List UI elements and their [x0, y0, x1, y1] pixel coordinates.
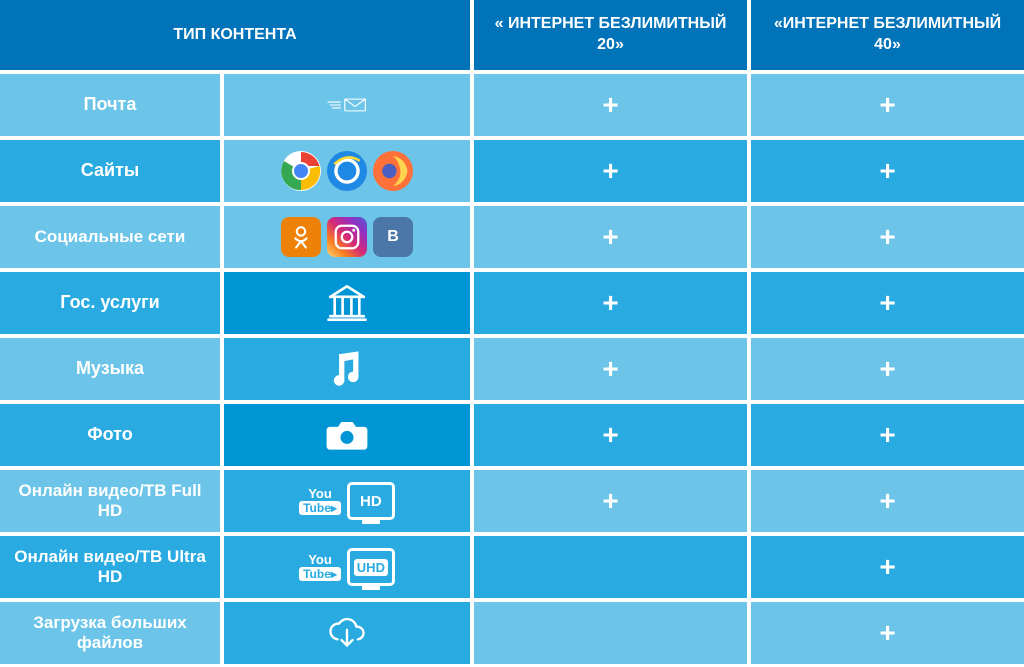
table-row: Почта ++	[0, 70, 1024, 136]
row-icon-cell	[220, 334, 470, 400]
row-label: Почта	[0, 70, 220, 136]
table-row: Фото ++	[0, 400, 1024, 466]
row-icon-cell	[220, 400, 470, 466]
row-icon-cell	[220, 70, 470, 136]
table-row: Онлайн видео/ТВ Full HD YouTube▸ HD ++	[0, 466, 1024, 532]
row-icon-cell	[220, 136, 470, 202]
row-label: Фото	[0, 400, 220, 466]
plan20-cell: +	[470, 334, 747, 400]
plan40-cell: +	[747, 598, 1024, 664]
table-row: Загрузка больших файлов +	[0, 598, 1024, 664]
row-label: Социальные сети	[0, 202, 220, 268]
row-label: Онлайн видео/ТВ Ultra HD	[0, 532, 220, 598]
gov-building-icon	[325, 281, 369, 325]
camera-icon	[325, 413, 369, 457]
table-row: Сайты ++	[0, 136, 1024, 202]
row-label: Гос. услуги	[0, 268, 220, 334]
header-plan-40: «ИНТЕРНЕТ БЕЗЛИМИТНЫЙ 40»	[747, 0, 1024, 70]
ie-icon	[327, 151, 367, 191]
plan20-cell: +	[470, 466, 747, 532]
ok-icon	[281, 217, 321, 257]
plan20-cell: +	[470, 400, 747, 466]
row-icon-cell	[220, 268, 470, 334]
youtube-icon: YouTube▸	[299, 487, 341, 515]
tv-uhd-icon: UHD	[347, 548, 395, 586]
plan40-cell: +	[747, 400, 1024, 466]
row-label: Музыка	[0, 334, 220, 400]
tv-hd-icon: HD	[347, 482, 395, 520]
plan40-cell: +	[747, 268, 1024, 334]
plan20-cell: +	[470, 70, 747, 136]
row-label: Онлайн видео/ТВ Full HD	[0, 466, 220, 532]
table-header-row: ТИП КОНТЕНТА « ИНТЕРНЕТ БЕЗЛИМИТНЫЙ 20» …	[0, 0, 1024, 70]
plan40-cell: +	[747, 334, 1024, 400]
table-row: Социальные сети В ++	[0, 202, 1024, 268]
plan20-cell: +	[470, 136, 747, 202]
header-plan-20: « ИНТЕРНЕТ БЕЗЛИМИТНЫЙ 20»	[470, 0, 747, 70]
instagram-icon	[327, 217, 367, 257]
header-content-type: ТИП КОНТЕНТА	[0, 0, 470, 70]
plan40-cell: +	[747, 136, 1024, 202]
plan40-cell: +	[747, 466, 1024, 532]
vk-icon: В	[373, 217, 413, 257]
youtube-icon: YouTube▸	[299, 553, 341, 581]
music-note-icon	[325, 347, 369, 391]
plan40-cell: +	[747, 202, 1024, 268]
row-icon-cell: YouTube▸ HD	[220, 466, 470, 532]
table-row: Онлайн видео/ТВ Ultra HD YouTube▸ UHD +	[0, 532, 1024, 598]
row-icon-cell	[220, 598, 470, 664]
row-icon-cell: В	[220, 202, 470, 268]
table-row: Музыка ++	[0, 334, 1024, 400]
chrome-icon	[281, 151, 321, 191]
table-row: Гос. услуги ++	[0, 268, 1024, 334]
plan20-cell: +	[470, 202, 747, 268]
row-label: Сайты	[0, 136, 220, 202]
plan20-cell: +	[470, 268, 747, 334]
row-icon-cell: YouTube▸ UHD	[220, 532, 470, 598]
row-label: Загрузка больших файлов	[0, 598, 220, 664]
plan40-cell: +	[747, 70, 1024, 136]
cloud-download-icon	[325, 611, 369, 655]
mail-icon	[325, 83, 369, 127]
plan40-cell: +	[747, 532, 1024, 598]
plan20-cell	[470, 598, 747, 664]
firefox-icon	[373, 151, 413, 191]
tariff-comparison-table: ТИП КОНТЕНТА « ИНТЕРНЕТ БЕЗЛИМИТНЫЙ 20» …	[0, 0, 1024, 667]
plan20-cell	[470, 532, 747, 598]
